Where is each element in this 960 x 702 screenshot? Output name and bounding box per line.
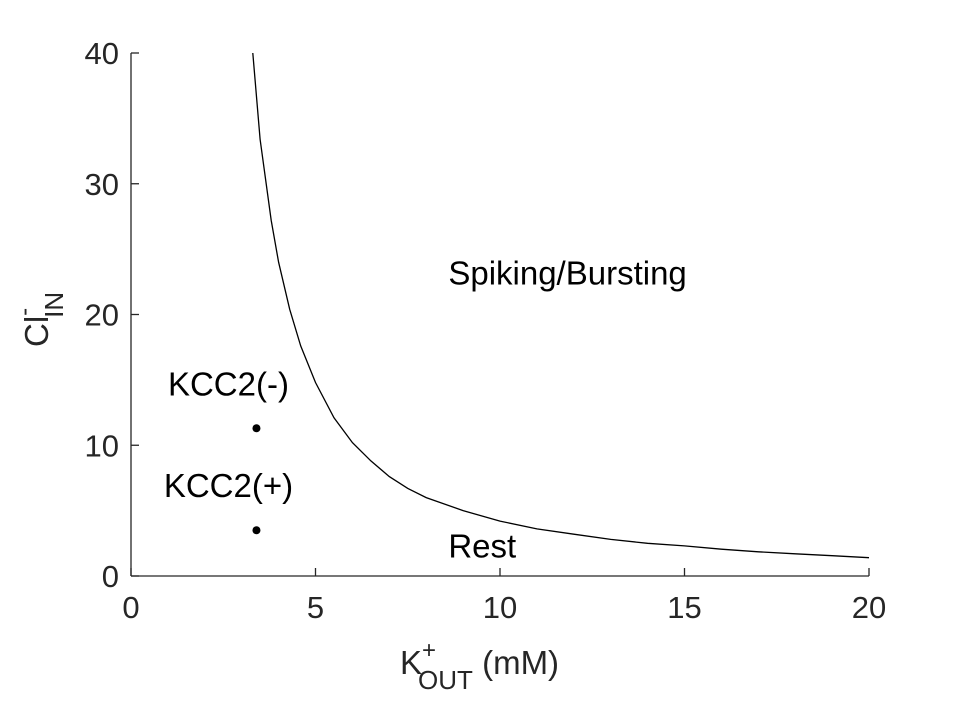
y-tick-label: 30 bbox=[85, 167, 119, 202]
region-label: Spiking/Bursting bbox=[448, 254, 686, 291]
data-point bbox=[252, 424, 261, 433]
x-axis-label: K+ OUT (mM) bbox=[400, 637, 559, 695]
plot-area bbox=[252, 52, 870, 559]
y-axis-label: Cl-IN bbox=[11, 292, 69, 347]
point-label: KCC2(-) bbox=[168, 365, 289, 402]
x-tick-label: 10 bbox=[483, 590, 517, 625]
labels: KCC2(-) KCC2(+) Spiking/Bursting Rest bbox=[164, 254, 687, 564]
point-label: KCC2(+) bbox=[164, 467, 293, 504]
y-tick-label: 40 bbox=[85, 36, 119, 71]
boundary-curve bbox=[252, 52, 870, 559]
x-tick-label: 0 bbox=[122, 590, 139, 625]
y-tick-label: 10 bbox=[85, 428, 119, 463]
data-point bbox=[252, 526, 261, 535]
y-tick-label: 20 bbox=[85, 298, 119, 333]
y-tick-label: 0 bbox=[102, 559, 119, 594]
x-tick-label: 5 bbox=[307, 590, 324, 625]
x-tick-label: 15 bbox=[667, 590, 701, 625]
x-tick-label: 20 bbox=[852, 590, 886, 625]
region-label: Rest bbox=[448, 528, 516, 565]
ticks: 0 5 10 15 20 0 10 20 30 40 bbox=[85, 36, 887, 625]
